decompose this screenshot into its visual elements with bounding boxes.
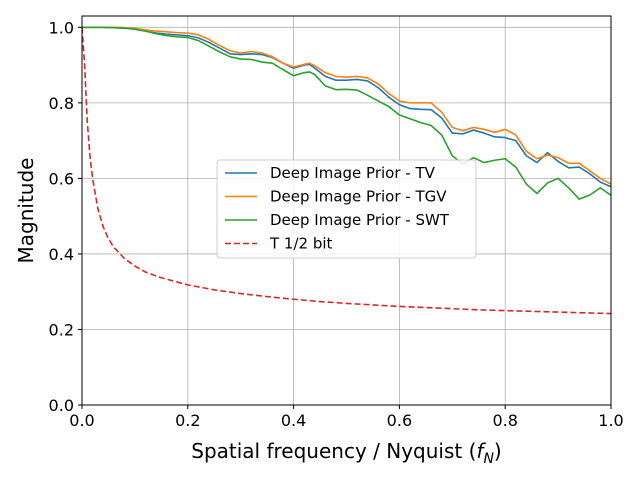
y-tick-label: 0.8 [49,94,74,113]
x-tick-label: 0.6 [387,411,412,430]
legend-label: Deep Image Prior - TV [270,164,436,182]
legend-label: T 1/2 bit [269,235,333,253]
legend-label: Deep Image Prior - SWT [270,211,450,229]
series-line-deep-image-prior-tgv [82,26,611,185]
legend-entries: Deep Image Prior - TV Deep Image Prior - … [225,164,450,253]
x-axis-label-text: Spatial frequency / Nyquist ( [191,439,476,463]
series-layer [82,26,611,315]
x-tick-label: 0.4 [281,411,306,430]
y-tick-label: 0.6 [49,169,74,188]
tick-layer: 0.0 0.2 0.4 0.6 0.8 1.0 0.0 0.2 0.4 0.6 0.8 1.0 [49,18,624,430]
legend: Deep Image Prior - TV Deep Image Prior - … [216,159,477,259]
x-tick-label: 0.8 [492,411,517,430]
y-tick-label: 1.0 [49,18,74,37]
y-tick-label: 0.0 [49,396,74,415]
x-tick-label: 1.0 [598,411,623,430]
series-line-deep-image-prior-swt [82,26,611,200]
plot-frame [81,15,612,406]
x-axis-label: Spatial frequency / Nyquist (fN) [191,439,501,467]
y-tick-label: 0.4 [49,245,74,264]
y-tick-label: 0.2 [49,320,74,339]
legend-box [216,159,477,259]
x-axis-label-close: ) [494,439,502,463]
x-axis-label-symbol: f [476,439,486,463]
series-line-t-1-2-bit [82,27,611,315]
x-tick-label: 0.2 [175,411,200,430]
x-tick-label: 0.0 [69,411,94,430]
x-axis-label-subscript: N [483,451,494,467]
series-group [82,26,611,315]
series-line-deep-image-prior-tv [82,26,611,188]
legend-label: Deep Image Prior - TGV [270,188,447,206]
y-axis-label: Magnitude [14,158,38,264]
